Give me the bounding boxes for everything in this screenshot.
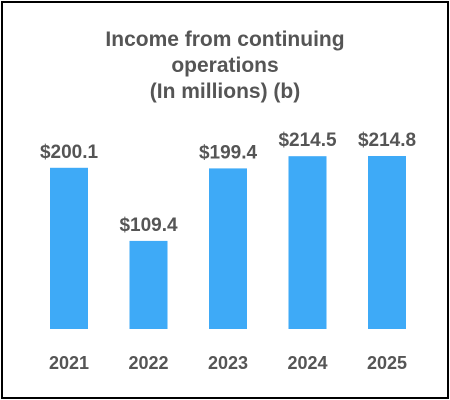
x-tick-label-2024: 2024 bbox=[287, 353, 327, 373]
x-tick-label-2022: 2022 bbox=[128, 353, 168, 373]
data-label-2022: $109.4 bbox=[119, 215, 178, 236]
bar-2025 bbox=[368, 156, 406, 329]
chart-title-line-3: (In millions) (b) bbox=[149, 80, 301, 103]
bar-2022 bbox=[129, 240, 168, 329]
chart-title-line-2: operations bbox=[171, 54, 279, 77]
bar-2024 bbox=[288, 156, 327, 329]
data-label-2021: $200.1 bbox=[40, 142, 99, 163]
x-tick-label-2021: 2021 bbox=[49, 353, 89, 373]
x-tick-label-2025: 2025 bbox=[367, 353, 407, 373]
x-tick-label-2023: 2023 bbox=[208, 353, 248, 373]
chart-title-line-1: Income from continuing bbox=[105, 28, 345, 51]
data-label-2024: $214.5 bbox=[278, 130, 337, 151]
bar-2023 bbox=[209, 168, 247, 329]
data-label-2025: $214.8 bbox=[358, 130, 416, 151]
data-label-2023: $199.4 bbox=[199, 142, 258, 163]
chart-title: Income from continuing operations (In mi… bbox=[0, 27, 450, 105]
bar-2021 bbox=[50, 167, 88, 329]
